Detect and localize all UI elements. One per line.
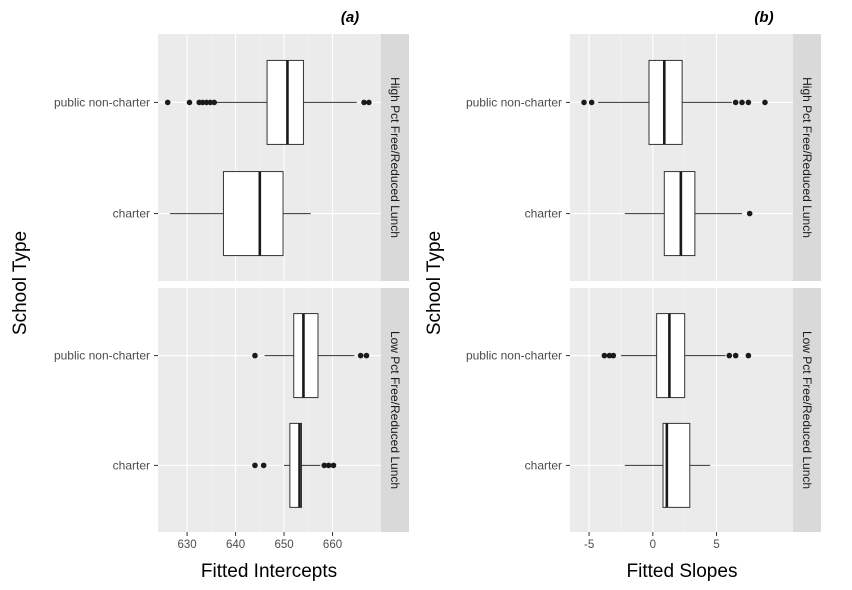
category-label: charter (525, 207, 562, 221)
facet-1: public non-charter charter Low Pct Free/Re… (54, 288, 409, 532)
panel-title: (a) (341, 9, 359, 26)
x-tick-label: 660 (323, 539, 342, 551)
box-iqr (266, 59, 304, 145)
panel-title: (b) (754, 9, 773, 26)
facet-strip (381, 288, 409, 532)
outlier-point (746, 210, 753, 217)
outlier-point (732, 352, 739, 359)
facet-0: public non-charter charter High Pct Free/R… (54, 34, 409, 281)
facet-strip (793, 34, 821, 281)
outlier-point (588, 99, 595, 106)
facet-strip (381, 34, 409, 281)
y-axis-title: School Type (10, 231, 31, 335)
outlier-point (186, 99, 193, 106)
box-iqr (289, 422, 302, 508)
outlier-point (762, 99, 768, 106)
outlier-point (211, 99, 218, 106)
outlier-point (357, 352, 364, 359)
category-label: public non-charter (54, 95, 150, 109)
outlier-point (321, 462, 328, 469)
box-charter (170, 171, 311, 257)
category-label: public non-charter (466, 349, 562, 363)
outlier-point (252, 352, 258, 359)
facet-strip-label: High Pct Free/Reduced Lunch (800, 77, 814, 238)
category-label: charter (113, 458, 150, 472)
outlier-point (252, 462, 258, 469)
outlier-point (732, 99, 739, 106)
x-tick-label: 630 (177, 539, 196, 551)
outlier-point (366, 99, 372, 106)
x-axis-title: Fitted Slopes (627, 561, 738, 582)
outlier-point (610, 352, 617, 359)
category-label: charter (113, 207, 150, 221)
x-tick-label: 0 (650, 539, 656, 551)
chart-panel-0: (a) public non-charter charter High Pct Fre… (10, 9, 409, 582)
outlier-point (260, 462, 267, 469)
plot-background (158, 288, 381, 532)
box-public-non-charter (252, 313, 370, 399)
box-charter (252, 422, 337, 508)
box-iqr (293, 313, 319, 399)
x-tick-label: -5 (584, 539, 594, 551)
outlier-point (601, 352, 608, 359)
facet-1: public non-charter charter Low Pct Free/Re… (466, 288, 821, 532)
x-axis-title: Fitted Intercepts (201, 561, 337, 582)
outlier-point (361, 99, 367, 106)
outlier-point (745, 99, 752, 106)
box-charter (624, 422, 711, 508)
outlier-point (203, 99, 210, 106)
y-axis-title: School Type (424, 231, 445, 335)
category-label: charter (525, 458, 562, 472)
outlier-point (199, 99, 206, 106)
facet-strip-label: Low Pct Free/Reduced Lunch (388, 331, 402, 489)
x-tick-label: 650 (274, 539, 293, 551)
outlier-point (325, 462, 332, 469)
box-public-non-charter (601, 313, 752, 399)
chart-panel-1: (b) public non-charter charter High Pct Fre… (424, 9, 821, 582)
category-label: public non-charter (54, 349, 150, 363)
outlier-point (581, 99, 587, 106)
outlier-point (726, 352, 733, 359)
facet-strip-label: High Pct Free/Reduced Lunch (388, 77, 402, 238)
outlier-point (739, 99, 745, 106)
box-public-non-charter (581, 59, 768, 145)
outlier-point (164, 99, 171, 106)
facet-0: public non-charter charter High Pct Free/R… (466, 34, 821, 281)
box-charter (624, 171, 753, 257)
facet-strip-label: Low Pct Free/Reduced Lunch (800, 331, 814, 489)
outlier-point (363, 352, 370, 359)
outlier-point (207, 99, 214, 106)
outlier-point (745, 352, 752, 359)
outlier-point (330, 462, 337, 469)
category-label: public non-charter (466, 95, 562, 109)
box-public-non-charter (164, 59, 372, 145)
facet-strip (793, 288, 821, 532)
box-iqr (222, 171, 284, 257)
x-tick-label: 640 (226, 539, 245, 551)
x-tick-label: 5 (713, 539, 719, 551)
